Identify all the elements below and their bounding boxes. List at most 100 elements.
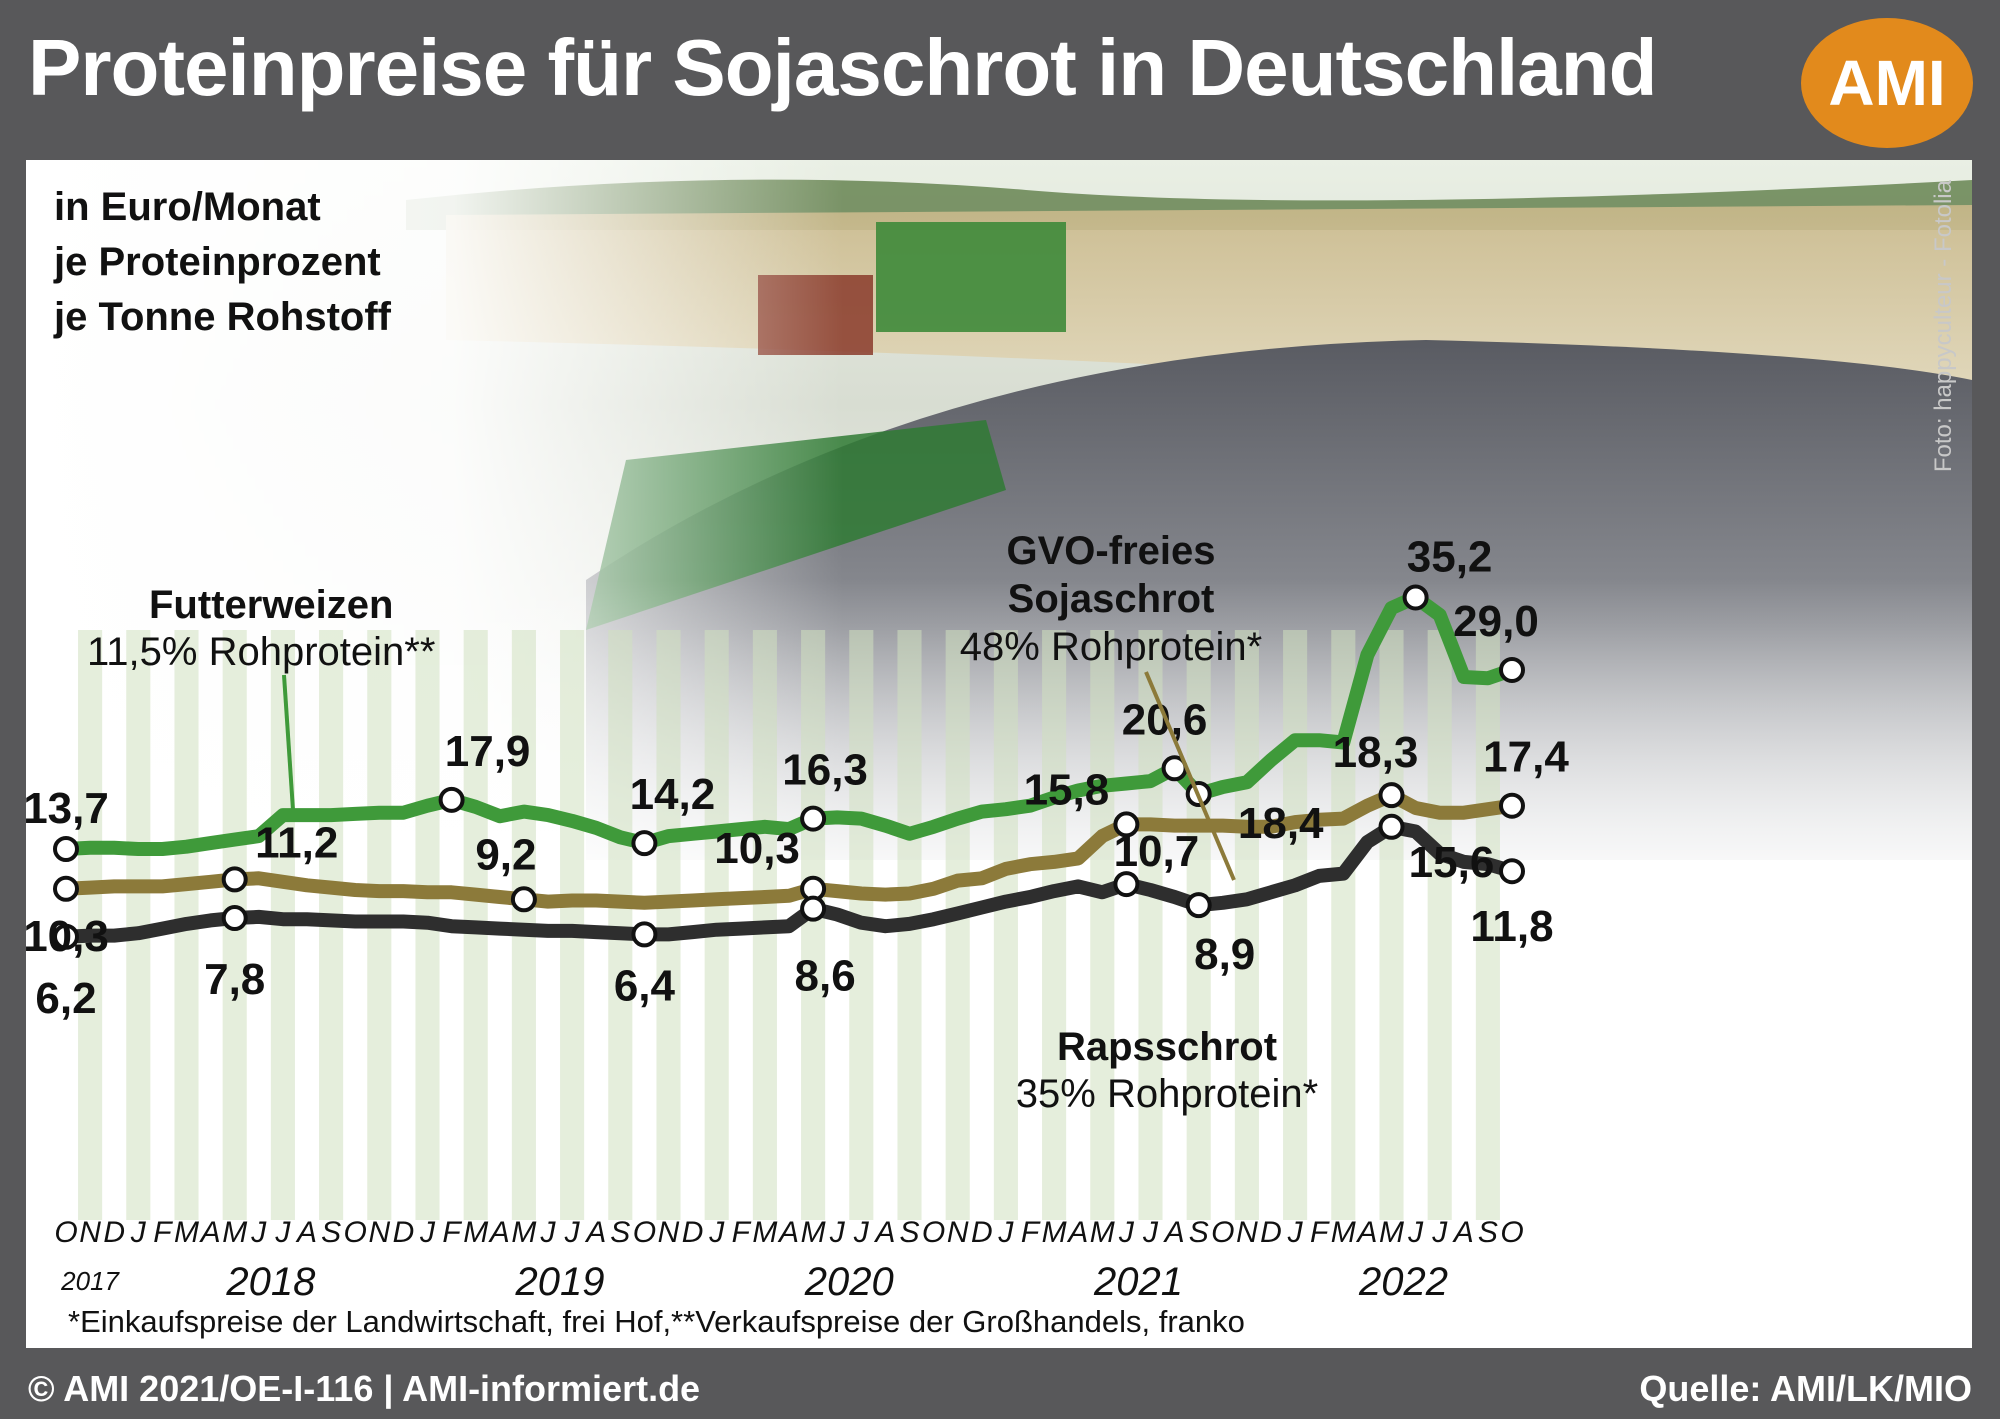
x-tick-label: M	[1042, 1216, 1067, 1249]
x-tick-label: D	[1260, 1216, 1282, 1249]
data-label: 10,3	[26, 912, 109, 961]
x-tick-label: M	[511, 1216, 536, 1249]
x-tick-label: J	[708, 1216, 725, 1249]
x-tick-label: A	[488, 1216, 510, 1249]
month-stripe	[945, 630, 970, 1220]
data-point-marker	[631, 921, 658, 948]
data-point-marker	[53, 875, 79, 902]
x-tick-label: A	[1066, 1216, 1088, 1249]
data-label: 18,4	[1238, 799, 1324, 848]
x-tick-label: A	[777, 1216, 799, 1249]
data-point-marker	[221, 905, 248, 932]
x-tick-label: O	[633, 1216, 656, 1249]
x-tick-label: F	[1310, 1216, 1330, 1249]
x-year-label: 2022	[1358, 1260, 1448, 1304]
data-label: 10,3	[714, 824, 800, 873]
unit-label-line-2: je Proteinprozent	[53, 240, 381, 284]
ami-logo: AMI	[1801, 18, 1973, 148]
data-label: 9,2	[475, 830, 536, 879]
x-tick-label: M	[752, 1216, 777, 1249]
x-tick-label: J	[250, 1216, 267, 1249]
x-tick-label: A	[1452, 1216, 1474, 1249]
x-tick-label: M	[1331, 1216, 1356, 1249]
data-point-marker	[1185, 892, 1212, 919]
data-label: 15,6	[1409, 838, 1495, 887]
data-point-marker	[221, 866, 248, 893]
legend-gvo-soja: GVO-freies Sojaschrot 48% Rohprotein*	[960, 529, 1262, 881]
legend-futterweizen: Futterweizen 11,5% Rohprotein**	[87, 583, 435, 811]
x-tick-label: J	[1431, 1216, 1448, 1249]
x-tick-label: A	[873, 1216, 895, 1249]
chart-panel: 13,717,914,216,320,618,435,229,010,311,2…	[26, 160, 1972, 1348]
x-tick-label: F	[442, 1216, 462, 1249]
data-label: 11,2	[255, 818, 338, 867]
data-point-marker	[1499, 858, 1525, 885]
x-tick-label: J	[829, 1216, 846, 1249]
legend-futterweizen-subtitle: 11,5% Rohprotein**	[87, 630, 435, 674]
legend-futterweizen-pointer	[282, 674, 295, 811]
x-tick-label: J	[540, 1216, 557, 1249]
data-label: 29,0	[1453, 597, 1539, 646]
x-tick-label: A	[295, 1216, 317, 1249]
month-stripe	[1090, 630, 1115, 1220]
x-tick-label: J	[130, 1216, 147, 1249]
month-stripe	[608, 630, 633, 1220]
legend-gvo-soja-name-2: Sojaschrot	[1008, 577, 1215, 621]
footnote: *Einkaufspreise der Landwirtschaft, frei…	[68, 1304, 1245, 1339]
x-tick-label: F	[153, 1216, 173, 1249]
x-tick-label: J	[564, 1216, 581, 1249]
x-tick-label: J	[997, 1216, 1014, 1249]
x-year-label: 2019	[515, 1260, 605, 1304]
legend-gvo-soja-pointer	[1144, 671, 1236, 881]
month-stripe	[1427, 630, 1452, 1220]
month-stripe	[656, 630, 681, 1220]
x-tick-label: S	[321, 1216, 341, 1249]
month-stripe	[1138, 630, 1163, 1220]
month-stripe	[1379, 630, 1404, 1220]
month-stripe	[1475, 630, 1500, 1220]
x-tick-label: J	[1142, 1216, 1159, 1249]
series-line-futterweizen	[59, 590, 1519, 856]
data-label: 18,3	[1333, 728, 1419, 777]
x-tick-label: M	[222, 1216, 247, 1249]
legend-rapsschrot-subtitle: 35% Rohprotein*	[1016, 1072, 1318, 1116]
x-tick-label: A	[199, 1216, 221, 1249]
month-stripe	[801, 630, 826, 1220]
data-label: 35,2	[1407, 532, 1493, 581]
x-tick-label: M	[463, 1216, 488, 1249]
x-tick-label: J	[1118, 1216, 1135, 1249]
x-tick-label: N	[79, 1216, 101, 1249]
data-point-marker	[1378, 813, 1405, 840]
x-tick-label: J	[853, 1216, 870, 1249]
x-tick-label: N	[947, 1216, 969, 1249]
x-tick-label: M	[1090, 1216, 1115, 1249]
legend-gvo-soja-name-1: GVO-freies	[1007, 529, 1216, 573]
x-year-label: 2017	[60, 1266, 120, 1296]
data-label: 8,9	[1194, 930, 1255, 979]
x-year-label: 2020	[804, 1260, 894, 1304]
x-tick-label: S	[1189, 1216, 1209, 1249]
chart-series	[59, 590, 1519, 944]
data-point-marker	[631, 830, 658, 857]
line-chart: 13,717,914,216,320,618,435,229,010,311,2…	[26, 160, 1972, 1339]
x-tick-label: M	[174, 1216, 199, 1249]
data-label: 16,3	[782, 746, 868, 795]
logo-text: AMI	[1828, 47, 1946, 119]
x-tick-label: J	[1407, 1216, 1424, 1249]
data-point-marker	[53, 923, 79, 950]
legend-rapsschrot: Rapsschrot 35% Rohprotein*	[1016, 1025, 1318, 1116]
data-label: 8,6	[795, 952, 856, 1001]
data-point-marker	[1113, 871, 1140, 898]
data-point-marker	[1113, 811, 1140, 838]
data-point-marker	[1499, 792, 1525, 819]
x-tick-label: M	[1379, 1216, 1404, 1249]
data-label: 17,4	[1483, 733, 1569, 782]
x-tick-label: O	[922, 1216, 945, 1249]
series-line-gvo_soja	[59, 788, 1519, 910]
data-point-marker	[510, 886, 537, 913]
data-label: 10,7	[1114, 827, 1200, 876]
data-point-marker	[1402, 584, 1429, 611]
x-tick-label: D	[682, 1216, 704, 1249]
